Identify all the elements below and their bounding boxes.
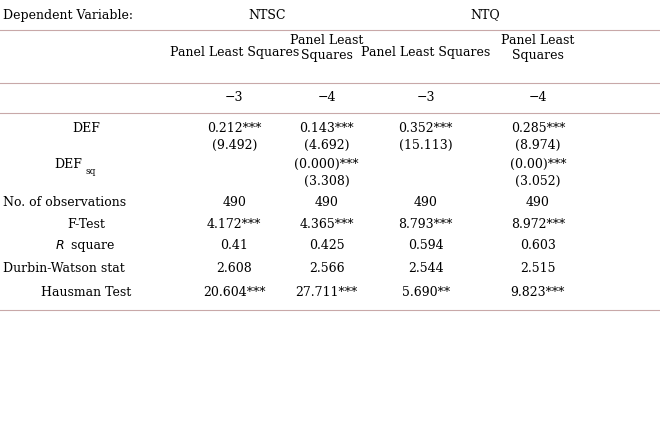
Text: (8.974): (8.974) <box>515 139 560 152</box>
Text: DEF: DEF <box>72 123 100 135</box>
Text: 8.972***: 8.972*** <box>511 218 565 231</box>
Text: (3.308): (3.308) <box>304 175 350 188</box>
Text: Panel Least Squares: Panel Least Squares <box>361 46 490 59</box>
Text: −3: −3 <box>225 91 244 104</box>
Text: Durbin-Watson stat: Durbin-Watson stat <box>3 262 125 275</box>
Text: 4.365***: 4.365*** <box>300 218 354 231</box>
Text: (4.692): (4.692) <box>304 139 349 152</box>
Text: 0.603: 0.603 <box>520 240 556 252</box>
Text: (15.113): (15.113) <box>399 139 453 152</box>
Text: 2.544: 2.544 <box>408 262 444 275</box>
Text: Hausman Test: Hausman Test <box>41 286 131 299</box>
Text: 0.143***: 0.143*** <box>300 123 354 135</box>
Text: 9.823***: 9.823*** <box>511 286 565 299</box>
Text: −4: −4 <box>529 91 547 104</box>
Text: $R$: $R$ <box>55 240 64 252</box>
Text: 0.425: 0.425 <box>309 240 345 252</box>
Text: 0.285***: 0.285*** <box>511 123 565 135</box>
Text: 0.594: 0.594 <box>408 240 444 252</box>
Text: Panel Least
Squares: Panel Least Squares <box>501 34 575 62</box>
Text: 2.515: 2.515 <box>520 262 556 275</box>
Text: −4: −4 <box>317 91 336 104</box>
Text: (3.052): (3.052) <box>515 175 560 188</box>
Text: 27.711***: 27.711*** <box>296 286 358 299</box>
Text: 0.352***: 0.352*** <box>399 123 453 135</box>
Text: 490: 490 <box>414 197 438 209</box>
Text: NTQ: NTQ <box>470 9 500 22</box>
Text: 20.604***: 20.604*** <box>203 286 265 299</box>
Text: sq: sq <box>86 167 96 176</box>
Text: 2.566: 2.566 <box>309 262 345 275</box>
Text: No. of observations: No. of observations <box>3 197 127 209</box>
Text: NTSC: NTSC <box>249 9 286 22</box>
Text: F-Test: F-Test <box>67 218 105 231</box>
Text: 8.793***: 8.793*** <box>399 218 453 231</box>
Text: 4.172***: 4.172*** <box>207 218 261 231</box>
Text: 0.41: 0.41 <box>220 240 248 252</box>
Text: Dependent Variable:: Dependent Variable: <box>3 9 133 22</box>
Text: (9.492): (9.492) <box>212 139 257 152</box>
Text: DEF: DEF <box>54 158 82 171</box>
Text: square: square <box>67 240 115 252</box>
Text: −3: −3 <box>416 91 435 104</box>
Text: 490: 490 <box>315 197 339 209</box>
Text: 0.212***: 0.212*** <box>207 123 261 135</box>
Text: Panel Least Squares: Panel Least Squares <box>170 46 299 59</box>
Text: 490: 490 <box>526 197 550 209</box>
Text: (0.00)***: (0.00)*** <box>510 158 566 171</box>
Text: (0.000)***: (0.000)*** <box>294 158 359 171</box>
Text: 490: 490 <box>222 197 246 209</box>
Text: Panel Least
Squares: Panel Least Squares <box>290 34 364 62</box>
Text: 2.608: 2.608 <box>216 262 252 275</box>
Text: 5.690**: 5.690** <box>402 286 449 299</box>
